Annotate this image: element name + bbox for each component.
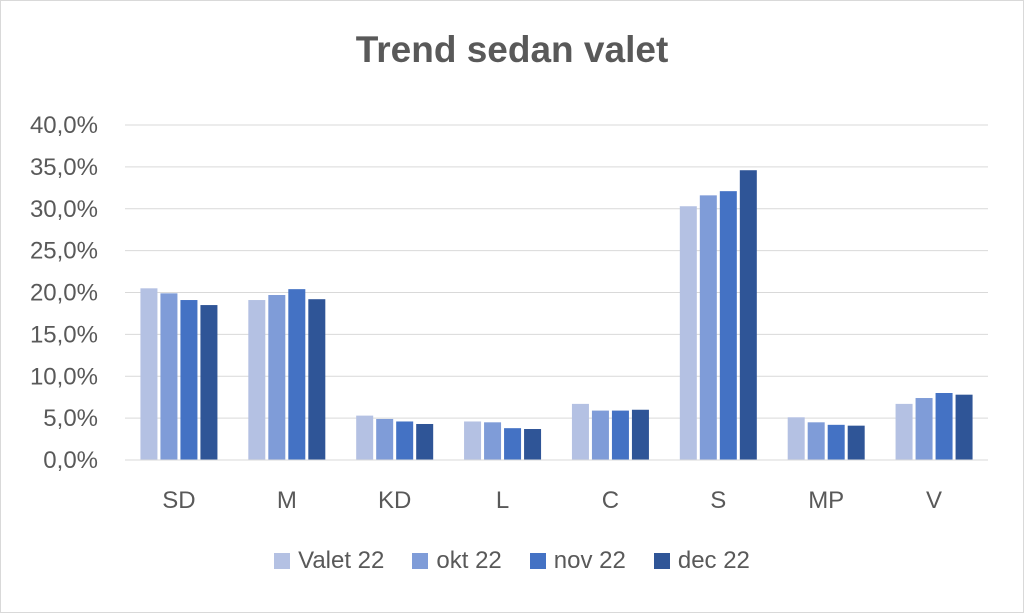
- legend-swatch: [653, 553, 670, 569]
- legend-item: okt 22: [412, 547, 502, 575]
- bar-s-1: [699, 195, 717, 460]
- y-tick-label: 30,0%: [30, 196, 98, 223]
- legend-item: dec 22: [653, 547, 750, 575]
- bar-mp-2: [827, 424, 845, 460]
- bar-c-2: [611, 410, 629, 460]
- y-tick-label: 5,0%: [43, 405, 98, 432]
- bar-sd-0: [140, 288, 158, 460]
- x-tick-label: S: [710, 487, 726, 514]
- y-tick-label: 40,0%: [30, 112, 98, 139]
- chart-title: Trend sedan valet: [355, 29, 669, 70]
- bar-m-3: [308, 299, 326, 460]
- y-tick-label: 15,0%: [30, 321, 98, 348]
- bar-l-0: [464, 421, 482, 460]
- bar-mp-3: [847, 425, 865, 460]
- x-tick-label: C: [602, 487, 619, 514]
- y-tick-label: 25,0%: [30, 238, 98, 265]
- x-tick-label: SD: [162, 487, 195, 514]
- bar-l-2: [504, 428, 522, 460]
- bar-l-3: [524, 429, 542, 460]
- legend-label: dec 22: [677, 547, 750, 574]
- bar-mp-1: [807, 422, 825, 460]
- bar-s-3: [739, 170, 757, 460]
- legend-swatch: [274, 553, 291, 569]
- legend-item: nov 22: [529, 547, 626, 575]
- legend-label: okt 22: [436, 547, 502, 574]
- bar-v-0: [895, 403, 913, 460]
- bar-kd-3: [416, 423, 434, 460]
- x-tick-label: V: [926, 487, 942, 514]
- bar-kd-1: [376, 418, 394, 460]
- y-tick-label: 35,0%: [30, 154, 98, 181]
- bar-c-1: [591, 410, 609, 460]
- x-tick-label: L: [496, 487, 509, 514]
- bar-sd-3: [200, 305, 218, 460]
- legend-label: nov 22: [553, 547, 626, 574]
- x-tick-label: KD: [378, 487, 411, 514]
- bar-kd-0: [356, 415, 374, 460]
- bar-chart: 0,0% 5,0% 10,0% 15,0% 20,0% 25,0% 30,0% 35,0% 40…: [30, 112, 988, 514]
- bar-sd-1: [160, 293, 178, 460]
- bar-v-1: [915, 398, 933, 460]
- bar-c-0: [571, 403, 589, 460]
- legend-swatch: [529, 553, 546, 569]
- bar-c-3: [631, 409, 649, 460]
- legend-swatch: [412, 553, 429, 569]
- legend-label: Valet 22: [298, 547, 385, 574]
- bar-mp-0: [787, 417, 805, 460]
- x-tick-label: MP: [808, 487, 844, 514]
- bar-m-1: [268, 295, 286, 460]
- chart-legend: Valet 22 okt 22 nov 22 dec 22: [1, 547, 1023, 575]
- bar-m-2: [288, 289, 306, 460]
- bar-s-2: [719, 191, 737, 460]
- bar-v-3: [955, 394, 973, 460]
- bar-sd-2: [180, 300, 198, 460]
- y-tick-label: 20,0%: [30, 280, 98, 307]
- bar-kd-2: [396, 421, 414, 460]
- bar-m-0: [248, 300, 266, 460]
- bar-s-0: [679, 206, 697, 460]
- y-tick-label: 10,0%: [30, 363, 98, 390]
- bar-v-2: [935, 393, 953, 460]
- bar-l-1: [484, 422, 502, 460]
- legend-item: Valet 22: [274, 547, 384, 575]
- y-tick-label: 0,0%: [43, 447, 98, 474]
- x-tick-label: M: [277, 487, 297, 514]
